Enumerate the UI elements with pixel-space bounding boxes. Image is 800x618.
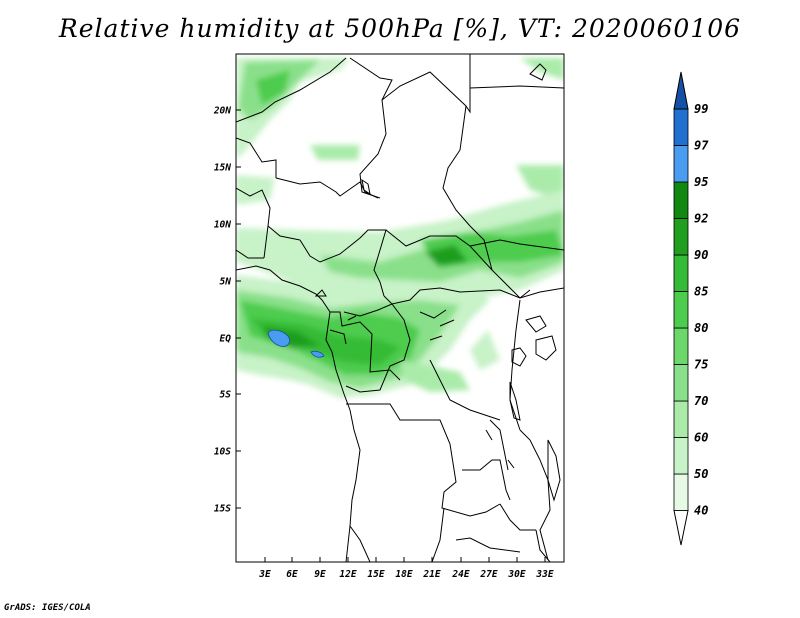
lon-tick-label: 9E [314,569,326,580]
lat-tick-label: 10S [214,447,231,458]
lat-tick-label: 15S [214,504,231,515]
colorbar-swatch [673,400,689,438]
colorbar-swatch [673,254,689,292]
lon-tick-label: 27E [479,569,497,580]
colorbar-swatch [673,181,689,219]
lon-tick-label: 12E [339,569,356,580]
longitude-axis: 3E 6E 9E 12E 15E 18E 21E 24E 27E 30E 33E [258,557,554,580]
lon-tick-label: 30E [507,569,525,580]
chart-title: Relative humidity at 500hPa [%], VT: 202… [58,14,742,43]
lat-tick-label: EQ [220,334,232,345]
lon-tick-label: 6E [286,569,298,580]
colorbar-label: 95 [694,175,708,189]
colorbar-label: 92 [694,212,708,226]
credit-label: GrADS: IGES/COLA [4,603,91,613]
latitude-axis: 20N 15N 10N 5N EQ 5S 10S 15S [213,106,241,515]
colorbar-swatch [673,291,689,329]
lat-tick-label: 5S [220,390,232,401]
lat-tick-label: 10N [214,220,231,231]
colorbar-swatch [673,108,689,146]
colorbar-label: 50 [694,467,708,481]
lon-tick-label: 15E [367,569,384,580]
country-borders [236,54,564,562]
lon-tick-label: 3E [258,569,271,580]
map-frame [235,53,565,563]
lon-tick-label: 18E [395,569,412,580]
colorbar-swatch [673,473,689,511]
lon-tick-label: 33E [535,569,553,580]
colorbar-label: 60 [694,431,708,445]
lon-tick-label: 21E [422,569,440,580]
colorbar-label: 40 [694,504,708,518]
colorbar-swatch [673,437,689,475]
colorbar-label: 85 [694,285,708,299]
lat-tick-label: 15N [214,163,231,174]
colorbar-label: 80 [694,321,708,335]
colorbar-lower-triangle [673,510,689,546]
colorbar-swatch [673,145,689,183]
lat-tick-label: 5N [220,277,232,288]
colorbar-swatch [673,218,689,256]
lat-tick-label: 20N [213,106,231,117]
lon-tick-label: 24E [451,569,469,580]
colorbar-label: 97 [694,139,709,153]
colorbar-label: 70 [694,394,708,408]
colorbar-label: 90 [694,248,708,262]
colorbar-upper-triangle [673,71,689,110]
humidity-field [236,58,564,398]
colorbar-swatch [673,327,689,365]
colorbar: 40 50 60 70 75 80 85 90 92 95 97 99 [673,71,709,546]
colorbar-label: 99 [694,102,708,116]
colorbar-label: 75 [694,358,708,372]
colorbar-swatch [673,364,689,402]
